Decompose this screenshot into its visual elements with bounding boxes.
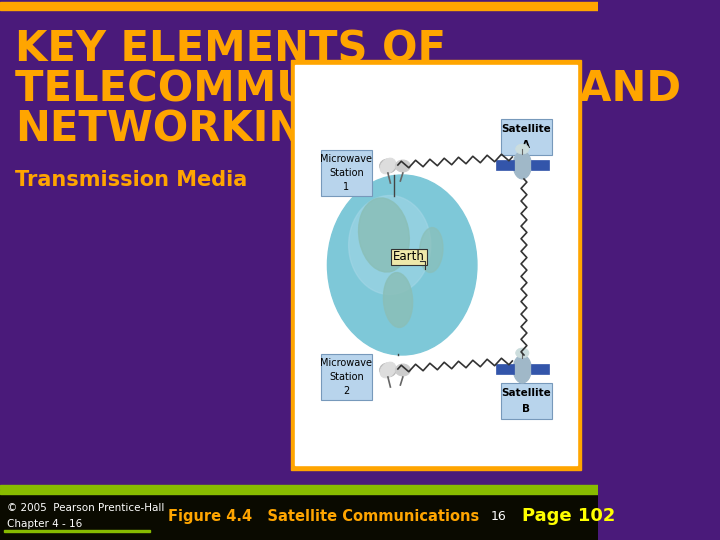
Circle shape xyxy=(348,195,431,294)
Ellipse shape xyxy=(516,144,529,154)
Text: 2: 2 xyxy=(343,386,349,396)
Ellipse shape xyxy=(380,158,396,174)
Text: Page 102: Page 102 xyxy=(522,507,616,525)
Text: NETWORKING: NETWORKING xyxy=(15,109,338,151)
Ellipse shape xyxy=(513,355,531,383)
Bar xyxy=(495,364,514,374)
Ellipse shape xyxy=(395,364,410,376)
Ellipse shape xyxy=(380,362,396,378)
Bar xyxy=(0,485,598,489)
Text: 16: 16 xyxy=(490,510,506,523)
Ellipse shape xyxy=(513,151,531,179)
Bar xyxy=(500,119,552,155)
Bar xyxy=(531,160,549,170)
Ellipse shape xyxy=(516,348,529,358)
Text: Transmission Media: Transmission Media xyxy=(15,170,247,190)
Text: A: A xyxy=(523,140,531,150)
Text: KEY ELEMENTS OF: KEY ELEMENTS OF xyxy=(15,29,446,71)
Text: Satellite: Satellite xyxy=(502,124,552,134)
Bar xyxy=(4,530,150,532)
Bar xyxy=(0,2,598,10)
Ellipse shape xyxy=(379,363,396,377)
Text: Station: Station xyxy=(329,168,364,178)
Text: Figure 4.4   Satellite Communications: Figure 4.4 Satellite Communications xyxy=(168,509,480,523)
Bar xyxy=(0,494,598,540)
Bar xyxy=(291,60,582,470)
Ellipse shape xyxy=(395,160,410,172)
Bar xyxy=(500,383,552,419)
Text: Microwave: Microwave xyxy=(320,154,372,164)
Circle shape xyxy=(328,175,477,355)
Ellipse shape xyxy=(384,273,413,327)
Bar xyxy=(295,65,577,465)
Text: B: B xyxy=(523,404,531,414)
Text: Chapter 4 - 16: Chapter 4 - 16 xyxy=(6,519,82,529)
Text: Satellite: Satellite xyxy=(502,388,552,398)
Text: Earth: Earth xyxy=(393,251,425,264)
Bar xyxy=(0,490,598,494)
Text: 1: 1 xyxy=(343,182,349,192)
Ellipse shape xyxy=(379,159,396,173)
Ellipse shape xyxy=(359,198,409,272)
Text: Station: Station xyxy=(329,372,364,382)
Bar xyxy=(320,150,372,196)
Text: © 2005  Pearson Prentice-Hall: © 2005 Pearson Prentice-Hall xyxy=(6,503,164,513)
Bar xyxy=(531,364,549,374)
Bar xyxy=(495,160,514,170)
Text: TELECOMMUNICATIONS AND: TELECOMMUNICATIONS AND xyxy=(15,69,681,111)
Ellipse shape xyxy=(420,227,443,273)
Text: Microwave: Microwave xyxy=(320,358,372,368)
Bar xyxy=(320,354,372,400)
